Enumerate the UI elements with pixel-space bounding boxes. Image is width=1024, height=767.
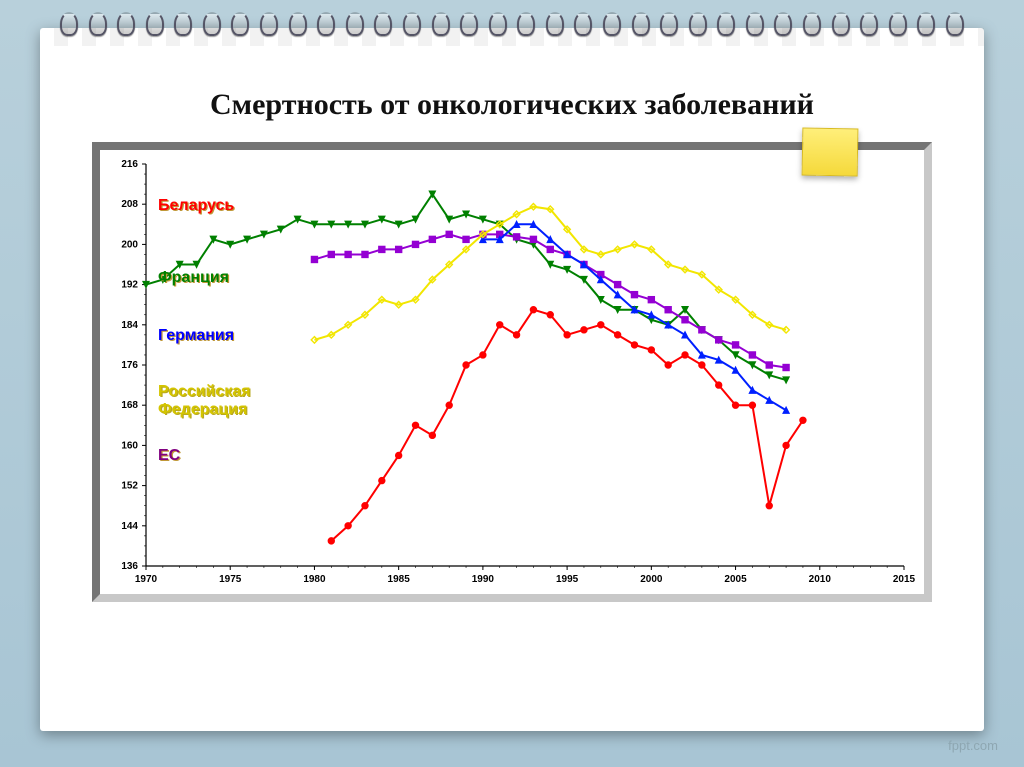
svg-text:192: 192 [121, 280, 138, 291]
svg-text:1995: 1995 [556, 574, 579, 585]
mortality-line-chart: 136 144 152 160 168 176 184 192 200 208 216 1970 197… [100, 150, 924, 594]
legend-label: Федерация [158, 401, 247, 418]
svg-text:1985: 1985 [388, 574, 411, 585]
svg-text:152: 152 [121, 481, 138, 492]
svg-text:208: 208 [121, 199, 138, 210]
svg-text:144: 144 [121, 521, 138, 532]
svg-text:216: 216 [121, 159, 138, 170]
svg-text:2005: 2005 [724, 574, 747, 585]
svg-text:1970: 1970 [135, 574, 158, 585]
svg-text:176: 176 [121, 360, 138, 371]
chart-container: 136 144 152 160 168 176 184 192 200 208 216 1970 197… [92, 142, 932, 602]
svg-text:1990: 1990 [472, 574, 495, 585]
svg-text:184: 184 [121, 320, 138, 331]
svg-text:2015: 2015 [893, 574, 916, 585]
svg-text:2010: 2010 [809, 574, 832, 585]
svg-text:1980: 1980 [303, 574, 326, 585]
legend-label: Беларусь [158, 197, 234, 214]
svg-text:168: 168 [121, 400, 138, 411]
svg-text:2000: 2000 [640, 574, 663, 585]
legend-label: Германия [158, 327, 234, 344]
svg-text:1975: 1975 [219, 574, 242, 585]
svg-text:200: 200 [121, 239, 138, 250]
slide-frame: Смертность от онкологических заболеваний… [0, 0, 1024, 767]
svg-text:136: 136 [121, 561, 138, 572]
legend-label: Российская [158, 383, 250, 400]
svg-text:160: 160 [121, 440, 138, 451]
legend-label: Франция [158, 269, 229, 286]
slide-title: Смертность от онкологических заболеваний [80, 88, 944, 122]
sticky-tab [802, 128, 859, 177]
footer-credit: fppt.com [948, 738, 998, 753]
legend-label: ЕС [158, 447, 181, 464]
spiral-binding [60, 12, 964, 38]
